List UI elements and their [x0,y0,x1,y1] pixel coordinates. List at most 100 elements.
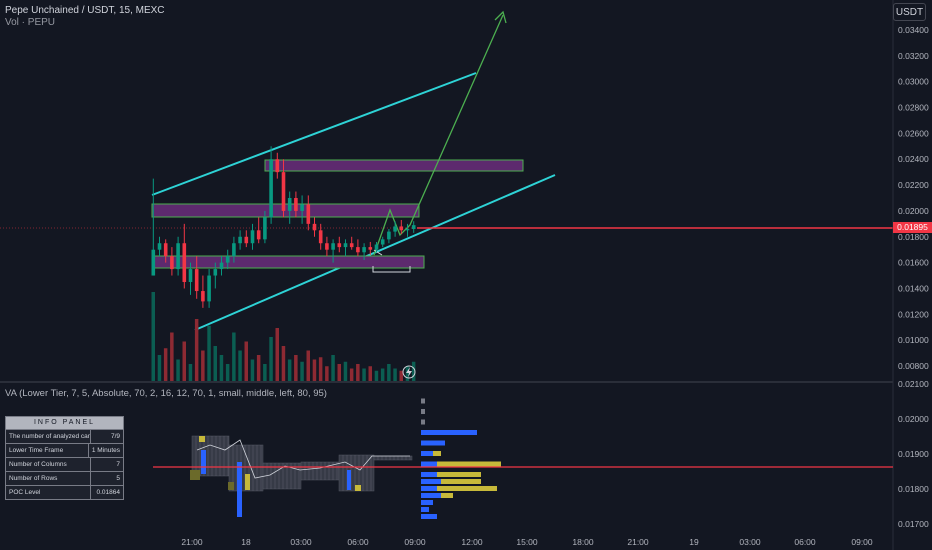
candle-body [294,198,298,211]
candle-body [362,247,366,253]
info-row: Lower Time Frame 1 Minutes [6,443,123,457]
candle-body [176,243,180,270]
volume-bar [281,346,286,382]
last-price-tag: 0.01895 [893,222,932,233]
symbol-title[interactable]: Pepe Unchained / USDT, 15, MEXC [5,5,165,16]
lower-tier-cell [355,485,361,491]
candle-body [170,256,174,270]
volume-bar [399,370,403,382]
lower-tier-trace [196,439,410,479]
volume-legend[interactable]: Vol · PEPU [5,17,56,28]
volume-bar [250,359,255,382]
profile-bar-yellow [433,451,441,456]
time-tick-label: 06:00 [794,537,816,547]
candle-body [207,275,211,302]
volume-bar [232,332,236,382]
volume-bar [349,368,354,382]
price-tick-label: 0.02400 [898,154,929,164]
info-row-label: Number of Rows [9,475,58,482]
volume-profile [421,398,501,519]
candle-body [151,249,156,276]
info-row: The number of analyzed candles7/9 [6,429,123,443]
indicator-label[interactable]: VA (Lower Tier, 7, 5, Absolute, 70, 2, 1… [5,388,327,399]
lower-tier-cell [190,470,200,480]
info-row: POC Level 0.01864 [6,485,123,499]
price-tick-label: 0.01200 [898,309,929,319]
profile-bar-yellow [441,479,481,484]
time-tick-label: 09:00 [851,537,873,547]
volume-bar [163,348,168,382]
volume-bar [207,325,211,382]
volume-bar [176,359,180,382]
lower-price-tick-label: 0.02100 [898,379,929,389]
candle-body [411,225,416,230]
profile-bar-blue [421,398,425,404]
candle-body [157,243,162,250]
volume-bar [256,355,261,382]
volume-bar [343,361,348,382]
volume-bar [368,366,372,382]
candle-body [188,269,193,282]
candle-body [318,230,323,244]
volume-bar [325,366,329,382]
candle-body [263,217,267,240]
price-tick-label: 0.02600 [898,128,929,138]
candle-body [275,159,280,173]
lower-price-tick-label: 0.01900 [898,449,929,459]
candle-body [399,226,404,231]
candle-body [269,159,273,218]
profile-bar-yellow [437,472,481,477]
info-row-value: 7 [90,458,123,471]
info-panel-title: INFO PANEL [6,417,123,429]
profile-bar-blue [421,419,425,425]
volume-bar [151,292,155,382]
lower-tier-cell [228,482,234,490]
candle-body [219,262,224,270]
info-panel: INFO PANEL The number of analyzed candle… [5,416,124,500]
candle-body [225,256,230,263]
volume-bar [269,337,273,382]
price-tick-label: 0.02200 [898,180,929,190]
channel-upper-line[interactable] [151,72,477,196]
volume-bar [405,366,410,382]
volume-bar [312,359,317,382]
profile-bar-blue [421,472,437,477]
bracket-marker [372,266,411,273]
profile-bar-blue [421,440,445,446]
profile-bar-blue [421,500,433,505]
volume-bar [374,370,379,382]
time-tick-label: 09:00 [404,537,426,547]
resistance-zone-top[interactable] [264,159,524,172]
volume-bar [380,368,385,382]
currency-button[interactable]: USDT [893,3,926,21]
lightning-icon[interactable] [402,365,416,379]
candle-body [244,236,249,244]
volume-bar [201,350,205,382]
candle-body [387,231,391,240]
lower-tier-box [373,455,413,461]
info-row: Number of Rows 5 [6,471,123,485]
candle-body [368,247,373,250]
lower-price-axis: 0.02100 0.02000 0.01900 0.01800 0.01700 [898,379,929,529]
time-tick-label: 06:00 [347,537,369,547]
candle-body [250,230,255,244]
candle-body [405,229,410,231]
lower-tier-cell [199,436,205,442]
time-tick-label: 18 [241,537,251,547]
volume-bar [238,350,242,382]
candle-body [356,247,360,253]
support-zone[interactable] [151,255,425,269]
candle-body [306,204,311,224]
volume-bar [194,319,199,382]
resistance-zone-mid[interactable] [151,203,420,218]
candle-body [194,269,199,292]
profile-bar-blue [421,507,429,512]
projection-arrow[interactable] [373,14,504,256]
profile-bar-yellow [437,486,497,491]
volume-bar [275,328,279,382]
profile-bar-blue [421,493,441,498]
time-tick-label: 19 [689,537,699,547]
price-tick-label: 0.03200 [898,51,929,61]
candle-body [232,243,236,257]
